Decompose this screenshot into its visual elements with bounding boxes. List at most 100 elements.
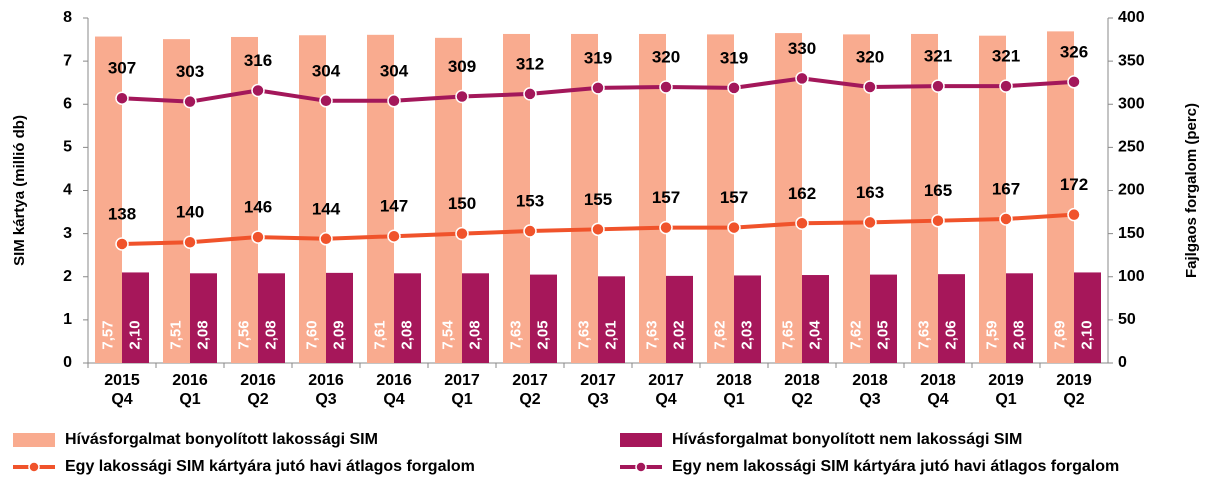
y-tick-label: 4 <box>63 182 72 199</box>
y2-tick-label: 100 <box>1118 268 1145 285</box>
line-marker <box>659 80 673 94</box>
bar <box>666 275 693 363</box>
bar <box>1074 272 1101 363</box>
line-value-label: 157 <box>652 188 680 207</box>
bar-value-label: 2,08 <box>398 320 415 349</box>
y-tick-label: 6 <box>63 95 72 112</box>
line-value-label: 157 <box>720 188 748 207</box>
bar-value-label: 2,08 <box>466 320 483 349</box>
bar-value-label: 7,63 <box>575 320 592 349</box>
bar-value-label: 2,08 <box>194 320 211 349</box>
y2-tick-label: 0 <box>1118 354 1127 371</box>
x-tick-label: 2016 <box>240 372 276 389</box>
bar <box>367 34 394 363</box>
x-tick-label: Q1 <box>451 391 472 408</box>
x-tick-label: Q3 <box>859 391 880 408</box>
line-value-label: 172 <box>1060 175 1088 194</box>
line-marker <box>183 94 197 109</box>
line-value-label: 320 <box>652 47 680 66</box>
line-value-label: 162 <box>788 184 816 203</box>
x-tick-label: 2017 <box>444 372 480 389</box>
y-tick-label: 7 <box>63 52 72 69</box>
line-value-label: 326 <box>1060 42 1088 61</box>
line-marker <box>523 224 537 238</box>
bar <box>503 33 530 364</box>
line-value-label: 150 <box>448 194 476 213</box>
bar-value-label: 2,04 <box>806 320 823 350</box>
bar-value-label: 2,05 <box>534 320 551 349</box>
bar <box>462 273 489 363</box>
line-value-label: 330 <box>788 39 816 58</box>
line-marker <box>251 230 265 244</box>
x-tick-label: 2018 <box>920 372 956 389</box>
x-tick-label: 2017 <box>580 372 616 389</box>
line-value-label: 163 <box>856 183 884 202</box>
line-marker <box>863 80 877 94</box>
y2-tick-label: 350 <box>1118 52 1145 69</box>
line-marker <box>251 83 265 98</box>
line-marker <box>931 79 945 93</box>
line-marker <box>727 220 741 235</box>
bar <box>95 36 122 363</box>
line-value-label: 153 <box>516 192 544 211</box>
y-tick-label: 8 <box>63 9 72 26</box>
y2-tick-label: 300 <box>1118 95 1145 112</box>
line-marker <box>455 89 469 104</box>
y2-tick-label: 150 <box>1118 225 1145 242</box>
bar <box>802 275 829 363</box>
bar-value-label: 7,51 <box>167 320 184 349</box>
bar <box>326 272 353 363</box>
legend-marker <box>635 461 647 473</box>
bar <box>530 274 557 363</box>
y2-tick-label: 250 <box>1118 139 1145 156</box>
line-value-label: 304 <box>312 61 341 80</box>
x-tick-label: 2018 <box>716 372 752 389</box>
bar-value-label: 2,10 <box>126 320 143 349</box>
line-value-label: 140 <box>176 203 204 222</box>
legend-label: Hívásforgalmat bonyolított lakossági SIM <box>65 431 378 448</box>
bar-value-label: 2,02 <box>670 320 687 349</box>
bar <box>163 39 190 363</box>
x-tick-label: Q2 <box>791 391 812 408</box>
line-marker <box>795 216 809 231</box>
line-value-label: 312 <box>516 54 544 73</box>
bar <box>258 273 285 363</box>
y-tick-label: 2 <box>63 268 72 285</box>
legend-label: Egy lakossági SIM kártyára jutó havi átl… <box>65 458 475 475</box>
line-marker <box>863 215 877 230</box>
y2-axis-label: Fajlgaos forgalom (perc) <box>1183 103 1200 278</box>
bar-value-label: 2,05 <box>874 320 891 349</box>
line-marker <box>523 87 537 101</box>
line-value-label: 320 <box>856 47 884 66</box>
line-value-label: 147 <box>380 197 408 216</box>
line-marker <box>591 222 605 237</box>
x-tick-label: 2015 <box>104 372 140 389</box>
bar-value-label: 7,62 <box>711 320 728 349</box>
bar-value-label: 7,63 <box>643 320 660 349</box>
bar-value-label: 7,65 <box>779 320 796 349</box>
x-tick-label: Q1 <box>723 391 744 408</box>
line-marker <box>455 226 469 241</box>
line-value-label: 321 <box>924 47 952 66</box>
line-value-label: 307 <box>108 59 136 78</box>
line-value-label: 165 <box>924 181 952 200</box>
x-tick-label: Q2 <box>519 391 540 408</box>
bar-value-label: 7,63 <box>507 320 524 349</box>
legend-swatch <box>13 433 55 447</box>
bar-value-label: 7,54 <box>439 320 456 350</box>
bar <box>775 33 802 363</box>
bar <box>598 276 625 363</box>
line-value-label: 155 <box>584 190 612 209</box>
legend-marker <box>28 461 40 473</box>
x-tick-label: Q2 <box>1063 391 1084 408</box>
y2-tick-label: 400 <box>1118 9 1145 26</box>
bar-value-label: 2,10 <box>1078 320 1095 349</box>
bar-value-label: 7,63 <box>915 320 932 349</box>
line-value-label: 321 <box>992 47 1020 66</box>
x-tick-label: 2018 <box>784 372 820 389</box>
bar-value-label: 7,62 <box>847 320 864 349</box>
x-tick-label: 2017 <box>512 372 548 389</box>
bar <box>394 273 421 363</box>
legend-label: Hívásforgalmat bonyolított nem lakossági… <box>672 431 1022 448</box>
bar-value-label: 2,09 <box>330 320 347 349</box>
